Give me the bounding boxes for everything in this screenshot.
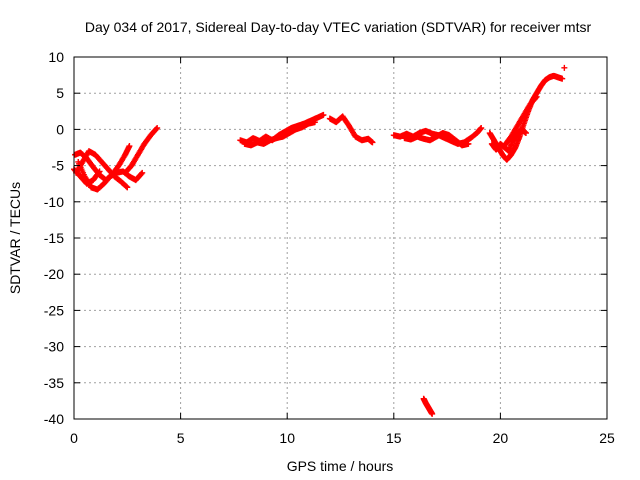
x-tick-label: 5	[177, 430, 185, 446]
x-axis-label: GPS time / hours	[287, 458, 394, 474]
data-point	[559, 75, 566, 82]
data-point	[478, 124, 485, 131]
y-tick-label: -10	[44, 194, 64, 210]
data-point	[123, 183, 130, 190]
x-tick-label: 15	[386, 430, 402, 446]
y-tick-label: -30	[44, 339, 64, 355]
data-point	[138, 170, 145, 177]
series-arc3-b	[241, 119, 318, 149]
series-arc1-a	[72, 143, 133, 184]
x-tick-label: 10	[279, 430, 295, 446]
data-point	[533, 93, 540, 100]
series-arc7-c	[501, 93, 540, 149]
data-point	[561, 64, 568, 71]
y-tick-label: -35	[44, 375, 64, 391]
y-tick-label: -20	[44, 266, 64, 282]
y-tick-label: 0	[56, 121, 64, 137]
data-point	[153, 125, 160, 132]
y-tick-label: -40	[44, 411, 64, 427]
y-tick-label: 5	[56, 85, 64, 101]
y-tick-label: -25	[44, 302, 64, 318]
data-point	[369, 139, 376, 146]
data-point	[429, 410, 436, 417]
x-tick-label: 20	[493, 430, 509, 446]
x-tick-label: 25	[599, 430, 615, 446]
data-point	[96, 168, 103, 175]
x-tick-label: 0	[70, 430, 78, 446]
data-point	[522, 130, 529, 137]
x-tick-labels: 0 5 10 15 20 25	[70, 430, 615, 446]
y-tick-label: -15	[44, 230, 64, 246]
series-arc1-d	[71, 166, 103, 187]
data-point	[126, 143, 133, 150]
series-arc3-a	[237, 111, 327, 146]
data-point	[311, 119, 318, 126]
data-point	[465, 140, 472, 147]
series-arc4	[326, 113, 376, 146]
data-series	[71, 64, 568, 417]
y-tick-label: 10	[48, 49, 64, 65]
chart-title: Day 034 of 2017, Sidereal Day-to-day VTE…	[85, 19, 592, 35]
series-arc2	[122, 124, 161, 176]
grid-lines	[74, 57, 607, 419]
data-point	[95, 169, 102, 176]
axis-ticks	[73, 56, 608, 420]
data-point	[320, 111, 327, 118]
y-tick-label: -5	[52, 158, 65, 174]
series-arc5-b	[401, 130, 472, 149]
data-point	[124, 184, 131, 191]
y-tick-labels: 10 5 0 -5 -10 -15 -20 -25 -30 -35 -40	[44, 49, 64, 427]
data-point	[139, 169, 146, 176]
series-arc7-d	[561, 64, 568, 71]
y-axis-label: SDTVAR / TECUs	[7, 182, 23, 294]
data-point	[154, 124, 161, 131]
data-point	[532, 94, 539, 101]
series-arc6	[420, 395, 436, 417]
